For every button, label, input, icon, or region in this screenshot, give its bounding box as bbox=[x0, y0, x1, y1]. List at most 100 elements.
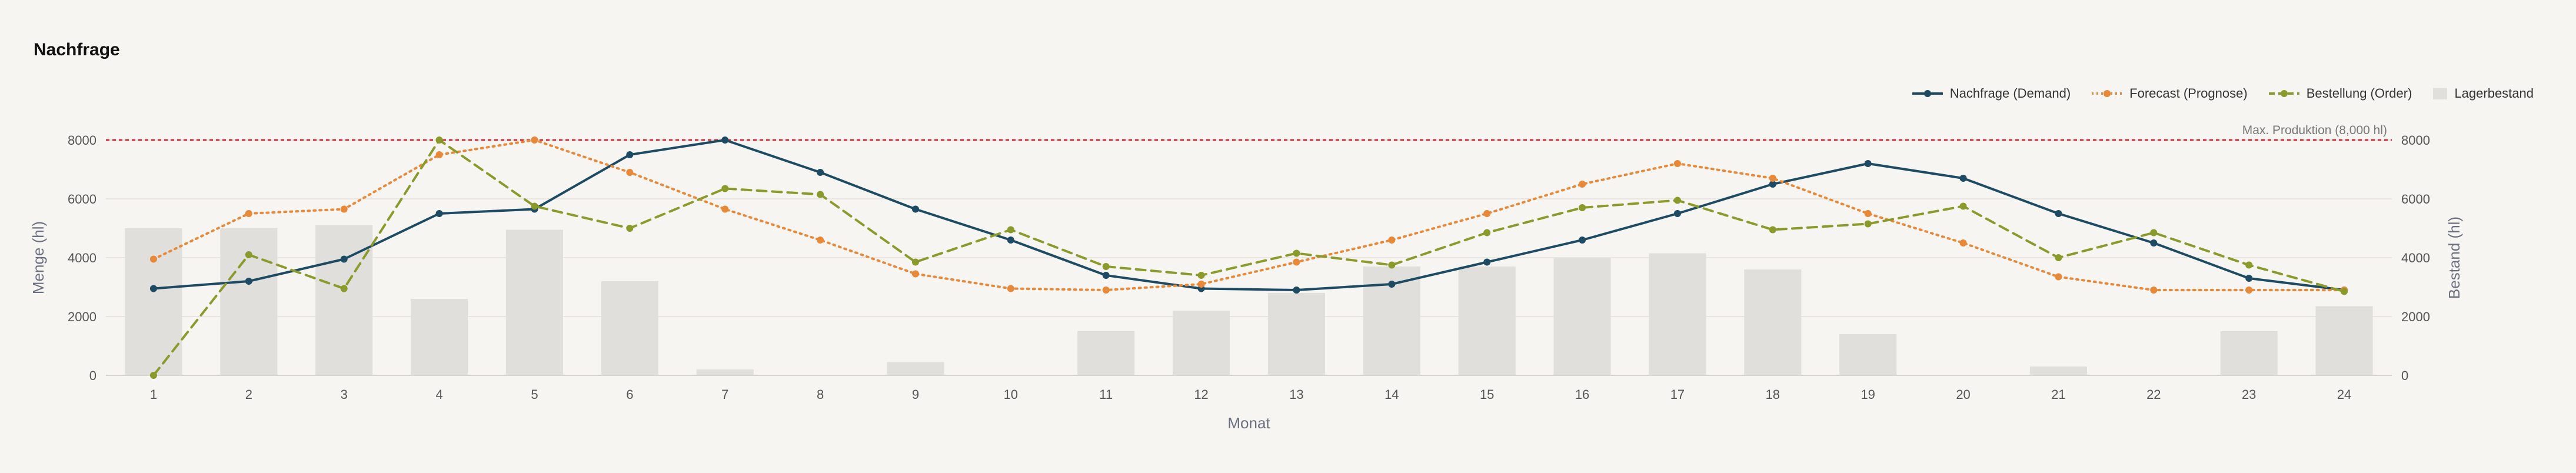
data-point-bestellung bbox=[1483, 229, 1491, 236]
data-point-nachfrage bbox=[1769, 181, 1776, 188]
y-tick-label: 0 bbox=[89, 368, 96, 383]
x-tick-label: 14 bbox=[1384, 387, 1399, 402]
x-tick-label: 11 bbox=[1099, 387, 1113, 402]
legend: Nachfrage (Demand) Forecast (Prognose) Bes… bbox=[1911, 86, 2534, 101]
bar-lagerbestand bbox=[1649, 253, 1706, 375]
x-tick-label: 10 bbox=[1004, 387, 1018, 402]
data-point-bestellung bbox=[1959, 202, 1967, 210]
data-point-nachfrage bbox=[2055, 210, 2062, 217]
x-tick-label: 21 bbox=[2051, 387, 2065, 402]
data-point-forecast bbox=[817, 236, 824, 244]
data-point-forecast bbox=[149, 255, 157, 263]
bar-lagerbestand bbox=[601, 281, 658, 375]
data-point-forecast bbox=[2055, 273, 2062, 281]
bar-lagerbestand bbox=[2029, 367, 2087, 375]
data-point-bestellung bbox=[1673, 196, 1681, 204]
y2-tick-label: 2000 bbox=[2401, 309, 2430, 324]
x-tick-label: 17 bbox=[1670, 387, 1685, 402]
bar-lagerbestand bbox=[125, 228, 182, 375]
data-point-nachfrage bbox=[149, 285, 157, 292]
y2-tick-label: 0 bbox=[2401, 368, 2408, 383]
x-tick-label: 24 bbox=[2337, 387, 2351, 402]
data-point-nachfrage bbox=[1959, 175, 1967, 182]
data-point-nachfrage bbox=[1483, 258, 1491, 266]
data-point-nachfrage bbox=[2245, 275, 2253, 282]
y-axis-label: Menge (hl) bbox=[29, 221, 47, 294]
x-tick-label: 18 bbox=[1766, 387, 1780, 402]
data-point-forecast bbox=[1579, 181, 1586, 188]
legend-label: Forecast (Prognose) bbox=[2129, 86, 2248, 101]
x-tick-label: 3 bbox=[341, 387, 348, 402]
data-point-forecast bbox=[1102, 287, 1110, 294]
data-point-nachfrage bbox=[435, 210, 443, 217]
x-tick-label: 20 bbox=[1956, 387, 1970, 402]
legend-item: Nachfrage (Demand) bbox=[1911, 86, 2071, 101]
data-point-nachfrage bbox=[340, 255, 348, 263]
data-point-forecast bbox=[1864, 210, 1872, 217]
bar-lagerbestand bbox=[887, 362, 944, 375]
data-point-bestellung bbox=[2341, 288, 2348, 295]
x-tick-label: 2 bbox=[245, 387, 252, 402]
y-tick-label: 4000 bbox=[68, 251, 96, 265]
x-tick-label: 4 bbox=[435, 387, 442, 402]
bar-lagerbestand bbox=[1744, 269, 1802, 375]
bar-lagerbestand bbox=[1839, 334, 1897, 375]
bar-lagerbestand bbox=[1458, 267, 1516, 375]
data-point-nachfrage bbox=[2150, 239, 2158, 247]
x-tick-label: 12 bbox=[1194, 387, 1208, 402]
legend-swatch bbox=[2268, 90, 2299, 97]
legend-swatch bbox=[1912, 90, 1943, 97]
data-point-bestellung bbox=[435, 136, 443, 144]
legend-label: Nachfrage (Demand) bbox=[1949, 86, 2071, 101]
legend-label: Bestellung (Order) bbox=[2306, 86, 2412, 101]
bar-lagerbestand bbox=[1173, 311, 1230, 375]
data-point-forecast bbox=[1769, 175, 1776, 182]
data-point-nachfrage bbox=[1293, 287, 1300, 294]
y2-axis-label: Bestand (hl) bbox=[2445, 216, 2463, 299]
data-point-nachfrage bbox=[721, 136, 729, 144]
data-point-bestellung bbox=[245, 251, 252, 258]
y2-tick-label: 6000 bbox=[2401, 192, 2430, 206]
x-tick-label: 1 bbox=[150, 387, 157, 402]
legend-label: Lagerbestand bbox=[2454, 86, 2534, 101]
data-point-forecast bbox=[1388, 236, 1396, 244]
data-point-bestellung bbox=[1102, 263, 1110, 270]
x-tick-label: 13 bbox=[1289, 387, 1303, 402]
chart-title: Nachfrage bbox=[34, 40, 120, 59]
bar-lagerbestand bbox=[1553, 258, 1611, 375]
bar-lagerbestand bbox=[696, 369, 754, 375]
data-point-bestellung bbox=[911, 258, 919, 266]
data-point-nachfrage bbox=[245, 278, 252, 285]
data-point-bestellung bbox=[2245, 261, 2253, 269]
data-point-forecast bbox=[1007, 285, 1014, 292]
data-point-forecast bbox=[1483, 210, 1491, 217]
data-point-nachfrage bbox=[1579, 236, 1586, 244]
bar-lagerbestand bbox=[1077, 331, 1135, 375]
x-tick-label: 16 bbox=[1575, 387, 1589, 402]
data-point-bestellung bbox=[817, 191, 824, 198]
data-point-bestellung bbox=[1388, 261, 1396, 269]
data-point-nachfrage bbox=[626, 151, 634, 158]
data-point-forecast bbox=[340, 205, 348, 213]
data-point-bestellung bbox=[1007, 226, 1014, 234]
reference-line-label: Max. Produktion (8,000 hl) bbox=[2242, 124, 2387, 137]
data-point-bestellung bbox=[149, 372, 157, 379]
data-point-forecast bbox=[2150, 287, 2158, 294]
bar-lagerbestand bbox=[505, 229, 563, 375]
data-point-forecast bbox=[721, 205, 729, 213]
x-tick-label: 5 bbox=[531, 387, 538, 402]
x-tick-label: 7 bbox=[721, 387, 728, 402]
data-point-bestellung bbox=[1293, 249, 1300, 257]
data-point-forecast bbox=[1959, 239, 1967, 247]
data-point-bestellung bbox=[531, 202, 538, 210]
series-line-bestellung bbox=[152, 139, 2346, 377]
series-line-nachfrage bbox=[152, 139, 2346, 291]
data-point-nachfrage bbox=[1388, 281, 1396, 288]
legend-swatch bbox=[2092, 90, 2123, 97]
data-point-bestellung bbox=[340, 285, 348, 292]
data-point-nachfrage bbox=[817, 169, 824, 176]
y-tick-label: 8000 bbox=[68, 133, 96, 148]
data-point-bestellung bbox=[626, 225, 634, 232]
data-point-nachfrage bbox=[911, 205, 919, 213]
